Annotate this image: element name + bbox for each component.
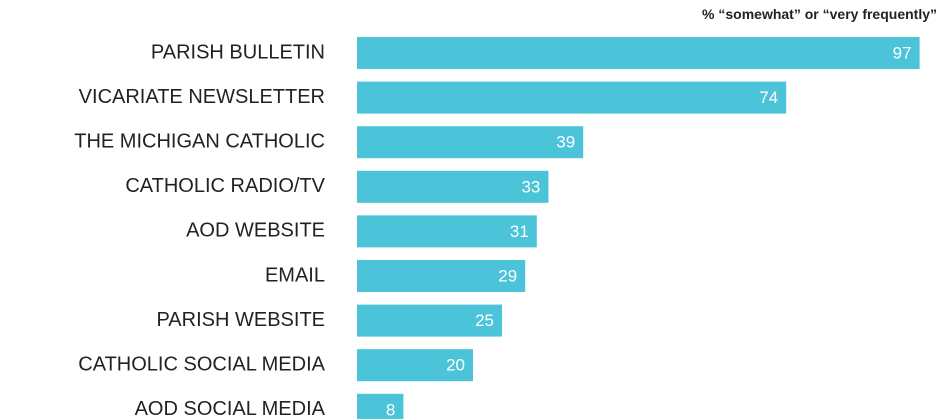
category-label: PARISH WEBSITE <box>156 309 325 331</box>
bar <box>357 170 549 203</box>
category-label: VICARIATE NEWSLETTER <box>79 86 325 108</box>
bar <box>357 215 537 248</box>
bar <box>357 393 404 419</box>
value-label: 8 <box>386 400 395 419</box>
category-label: PARISH BULLETIN <box>151 41 325 63</box>
value-label: 97 <box>893 43 912 62</box>
bars <box>357 37 920 419</box>
value-labels: 97 74 39 33 31 29 25 20 8 <box>386 43 912 419</box>
bar <box>357 349 473 382</box>
value-label: 39 <box>556 133 575 152</box>
value-label: 31 <box>510 222 529 241</box>
bar <box>357 81 787 114</box>
category-label: CATHOLIC SOCIAL MEDIA <box>78 353 325 375</box>
value-label: 25 <box>475 311 494 330</box>
category-label: AOD SOCIAL MEDIA <box>135 398 326 419</box>
value-label: 20 <box>446 356 465 375</box>
category-labels: PARISH BULLETIN VICARIATE NEWSLETTER THE M… <box>74 41 325 419</box>
value-label: 33 <box>521 177 540 196</box>
category-label: EMAIL <box>265 264 325 286</box>
bar <box>357 260 526 292</box>
category-label: AOD WEBSITE <box>186 220 325 242</box>
bar <box>357 304 502 337</box>
bar <box>357 126 584 159</box>
value-label: 29 <box>498 266 517 285</box>
category-label: THE MICHIGAN CATHOLIC <box>74 130 325 152</box>
chart-subtitle: % “somewhat” or “very frequently” <box>702 6 937 22</box>
value-label: 74 <box>759 88 778 107</box>
category-label: CATHOLIC RADIO/TV <box>125 175 325 197</box>
bar <box>357 37 920 69</box>
